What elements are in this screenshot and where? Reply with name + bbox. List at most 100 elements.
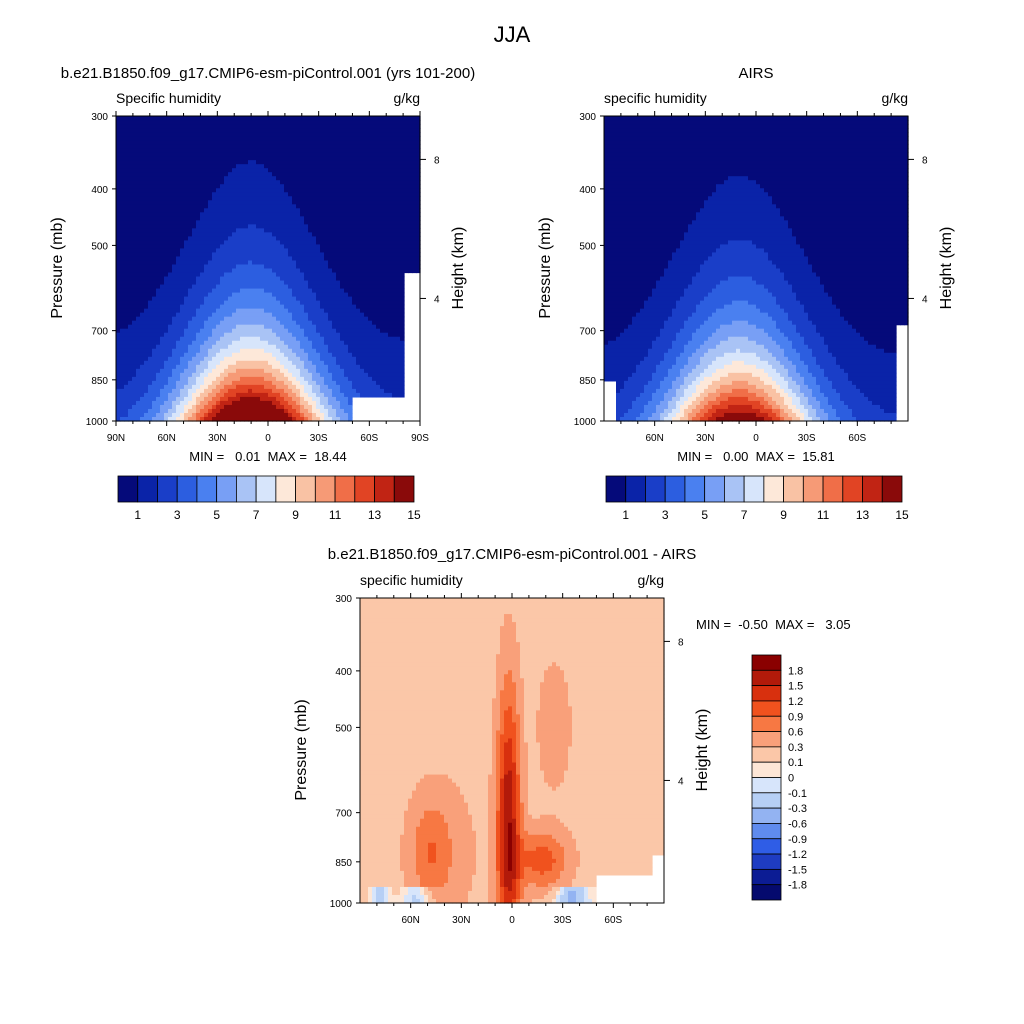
field-cell [144,368,149,374]
field-cell [376,204,381,209]
field-cell [292,272,297,278]
field-cell [140,404,145,410]
field-cell [240,344,245,350]
field-cell [372,296,377,302]
field-cell [260,328,265,334]
field-cell [216,408,221,414]
field-cell [292,168,297,173]
field-cell [348,412,353,418]
field-cell [144,312,149,318]
field-cell [196,328,201,334]
field-cell [176,212,181,217]
field-cell [360,372,365,378]
field-cell [172,172,177,177]
field-cell [156,352,161,358]
field-cell [276,408,281,414]
field-cell [368,240,373,246]
field-cell [268,132,273,137]
field-cell [336,280,341,286]
field-cell [248,276,253,282]
field-cell [280,300,285,306]
field-cell [256,276,261,282]
field-cell [268,336,273,342]
field-cell [168,252,173,258]
field-cell [324,264,329,270]
field-cell [364,344,369,350]
field-cell [128,188,133,193]
field-cell [264,404,269,410]
field-cell [132,284,137,290]
field-cell [272,128,277,133]
field-cell [200,180,205,185]
field-cell [124,160,129,165]
field-cell [304,188,309,193]
field-cell [148,176,153,181]
field-cell [196,168,201,173]
field-cell [200,184,205,189]
field-cell [332,152,337,157]
field-cell [280,280,285,286]
field-cell [364,284,369,290]
field-cell [212,136,217,141]
field-cell [184,412,189,418]
field-cell [148,324,153,330]
field-cell [124,364,129,370]
field-cell [340,124,345,129]
field-cell [344,400,349,406]
field-cell [216,280,221,286]
field-cell [172,116,177,121]
field-cell [152,132,157,137]
field-cell [148,132,153,137]
field-cell [272,348,277,354]
field-cell [120,192,125,197]
field-cell [296,268,301,274]
field-cell [204,248,209,254]
field-cell [244,116,249,121]
field-cell [232,404,237,410]
field-cell [200,400,205,406]
field-cell [120,300,125,306]
field-cell [240,324,245,330]
field-cell [324,380,329,386]
field-cell [248,132,253,137]
field-cell [144,372,149,378]
field-cell [208,288,213,294]
field-cell [292,144,297,149]
field-cell [152,176,157,181]
field-cell [244,264,249,270]
field-cell [264,132,269,137]
field-cell [156,340,161,346]
field-cell [132,268,137,274]
field-cell [256,304,261,310]
field-cell [136,236,141,241]
field-cell [352,336,357,342]
field-cell [172,368,177,374]
field-cell [180,372,185,378]
field-cell [176,412,181,418]
field-cell [276,164,281,169]
field-cell [284,368,289,374]
field-cell [292,264,297,270]
field-cell [324,280,329,286]
field-cell [148,280,153,286]
field-cell [196,300,201,306]
field-cell [208,268,213,274]
field-cell [144,212,149,217]
field-cell [324,176,329,181]
field-cell [132,116,137,121]
field-cell [360,132,365,137]
field-cell [116,204,121,209]
field-cell [328,188,333,193]
field-cell [116,272,121,278]
field-cell [228,232,233,237]
field-cell [272,216,277,221]
field-cell [216,156,221,161]
field-cell [376,332,381,338]
field-cell [256,272,261,278]
field-cell [300,236,305,241]
field-cell [260,400,265,406]
field-cell [116,356,121,362]
field-cell [340,280,345,286]
field-cell [248,316,253,322]
field-cell [360,384,365,390]
